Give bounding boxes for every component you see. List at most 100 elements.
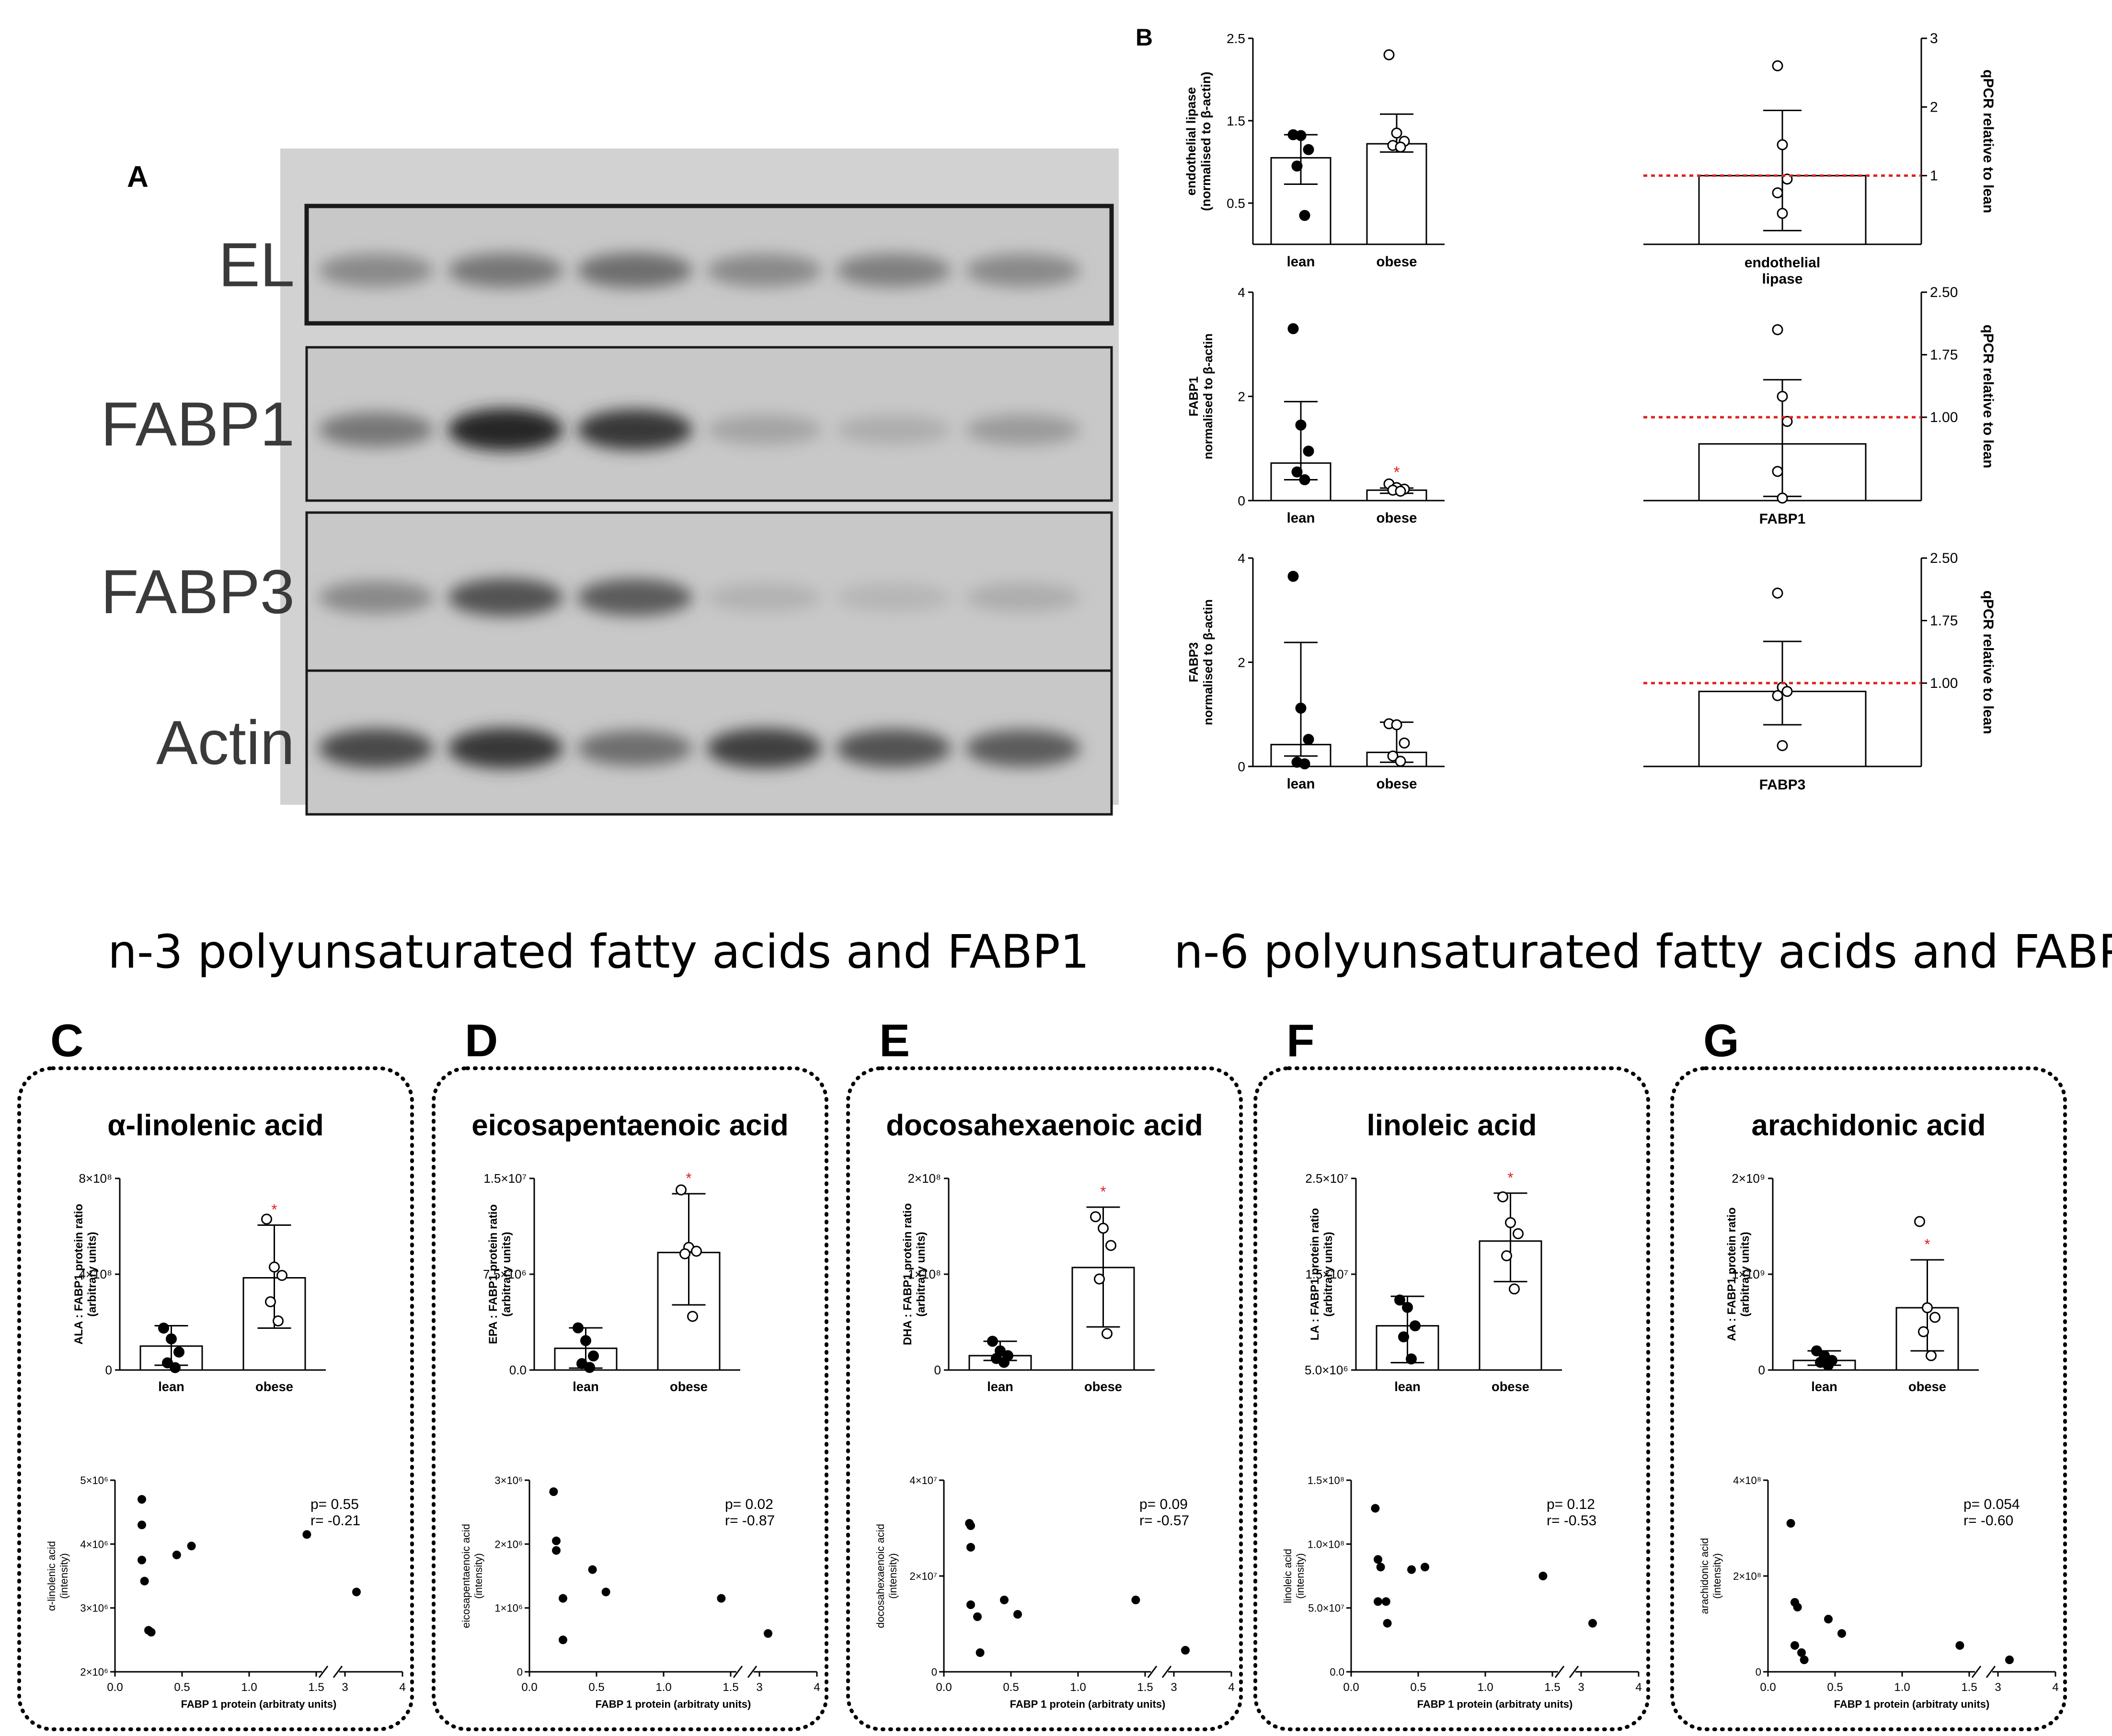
x-tick-label: 4 xyxy=(399,1681,405,1694)
data-point xyxy=(1777,492,1788,504)
x-tick-label: 0.0 xyxy=(936,1681,952,1694)
bar-chart-B5: 0 2 4 FABP3 normalised to β-actin lean obese xyxy=(1186,551,1445,792)
blot-band xyxy=(319,581,434,614)
data-point xyxy=(1291,466,1303,478)
category-label: obese xyxy=(1908,1379,1946,1394)
axis-break xyxy=(1554,1666,1565,1678)
y-tick-label: 2×10⁷ xyxy=(909,1570,937,1582)
scatter-point xyxy=(1131,1596,1140,1604)
y-axis-label: (arbitrary units) xyxy=(915,1232,928,1316)
scatter-point xyxy=(1371,1504,1380,1513)
scatter-point xyxy=(1376,1563,1385,1572)
data-point xyxy=(1295,130,1307,141)
data-point xyxy=(1772,690,1783,701)
data-point xyxy=(1926,1350,1937,1361)
data-point xyxy=(1287,571,1299,582)
x-tick-label: 0.5 xyxy=(174,1681,190,1694)
y-tick-label: 1.75 xyxy=(1930,613,1958,629)
scatter-point xyxy=(1824,1615,1833,1623)
y-tick-label: 1.5×10⁷ xyxy=(1305,1267,1348,1281)
y-axis-label: FABP1 xyxy=(1186,377,1201,417)
x-tick-label: 1.0 xyxy=(1070,1681,1086,1694)
scatter-point xyxy=(549,1487,558,1496)
data-point xyxy=(166,1333,177,1345)
scatter-point xyxy=(1837,1629,1846,1638)
scatter-point xyxy=(764,1629,772,1638)
scatter-point xyxy=(1383,1619,1392,1628)
bar-chart-B3: 0 2 4 FABP1 normalised to β-actin lean obese * xyxy=(1186,285,1445,526)
blot-band xyxy=(965,582,1080,612)
scatter-x-label: FABP 1 protein (arbitraty units) xyxy=(181,1698,337,1710)
x-tick-label: 4 xyxy=(2052,1681,2058,1694)
y-tick-label: 1.00 xyxy=(1930,675,1958,691)
y-tick-label: 0 xyxy=(517,1666,523,1678)
scatter-x-label: FABP 1 protein (arbitraty units) xyxy=(1010,1698,1166,1710)
significance-star: * xyxy=(271,1201,277,1218)
data-point xyxy=(1391,719,1402,731)
lower-panels: Cα-linolenic acid 0 4×10⁸ 8×10⁸ ALA : FABP1 … xyxy=(17,1015,2067,1731)
scatter-point xyxy=(552,1536,561,1545)
data-point xyxy=(1383,49,1395,60)
data-point xyxy=(679,1248,690,1259)
blot-row-label: FABP3 xyxy=(101,557,295,627)
data-point xyxy=(1391,127,1402,139)
scatter-point xyxy=(2005,1656,2014,1664)
y-axis-label: (arbitrary units) xyxy=(1739,1232,1752,1316)
y-tick-label: 7.5×10⁶ xyxy=(483,1267,527,1281)
y-tick-label: 2.5 xyxy=(1227,31,1245,46)
y-tick-label: 5.0×10⁷ xyxy=(1308,1602,1344,1614)
y-tick-label: 8×10⁸ xyxy=(79,1171,112,1186)
data-point xyxy=(1823,1359,1834,1371)
y-tick-label: 0.0 xyxy=(1330,1666,1344,1678)
data-point xyxy=(261,1213,272,1225)
y-tick-label: 1.5×10⁷ xyxy=(483,1171,527,1186)
stat-label: r= -0.57 xyxy=(1139,1513,1189,1529)
panel-border xyxy=(432,1066,828,1731)
scatter-point xyxy=(138,1520,146,1530)
data-point xyxy=(1303,733,1314,745)
panel-border xyxy=(846,1066,1243,1731)
scatter-point xyxy=(172,1551,181,1559)
stat-label: r= -0.53 xyxy=(1547,1513,1596,1529)
blot-row-label: EL xyxy=(218,230,295,300)
x-axis-label: FABP3 xyxy=(1759,777,1806,793)
y-tick-label: 0 xyxy=(934,1363,941,1377)
data-point xyxy=(691,1245,702,1257)
axis-break xyxy=(1971,1666,1982,1678)
data-point xyxy=(1918,1326,1929,1337)
x-tick-label: 1.0 xyxy=(655,1681,671,1694)
scatter-point xyxy=(966,1600,975,1609)
y-tick-label: 1×10⁹ xyxy=(1732,1267,1765,1281)
data-point xyxy=(584,1362,595,1373)
panel-title: eicosapentaenoic acid xyxy=(471,1109,789,1142)
significance-star: * xyxy=(686,1170,691,1187)
data-point xyxy=(1914,1216,1925,1227)
y-tick-label: 3 xyxy=(1930,31,1938,46)
data-point xyxy=(1406,1353,1417,1365)
qpcr-chart-B2: 1 2 3 qPCR relative to lean endotheliallipas… xyxy=(1643,31,1996,287)
x-tick-label: 0.5 xyxy=(1827,1681,1843,1694)
panel-a-western-blot: A EL FABP1 FABP3 Actin xyxy=(101,148,1119,816)
y-tick-label: 2×10⁹ xyxy=(1732,1171,1765,1186)
data-point xyxy=(1295,702,1307,714)
scatter-point xyxy=(147,1628,156,1637)
y-axis-label: EPA : FABP1 protein ratio xyxy=(487,1204,500,1344)
axis-break xyxy=(733,1666,743,1678)
stat-label: r= -0.60 xyxy=(1963,1513,2013,1529)
category-label: obese xyxy=(670,1379,708,1394)
data-point xyxy=(1772,324,1783,335)
y-tick-label: 2.50 xyxy=(1930,550,1958,566)
stat-label: r= -0.87 xyxy=(725,1513,775,1529)
y-tick-label: 3×10⁶ xyxy=(494,1474,523,1486)
stat-label: p= 0.02 xyxy=(725,1496,773,1512)
bar-chart-B1: 0.5 1.5 2.5 endothelial lipase (normalised t… xyxy=(1184,31,1445,270)
data-point xyxy=(273,1315,284,1326)
stat-label: p= 0.09 xyxy=(1139,1496,1188,1512)
y-tick-label: 2×10⁶ xyxy=(80,1666,108,1678)
blot-band xyxy=(577,409,692,450)
axis-break xyxy=(1986,1666,1996,1678)
y-tick-label: 4 xyxy=(1238,285,1245,300)
blot-row-label: FABP1 xyxy=(101,389,295,459)
scatter-y-label: arachidonic acid xyxy=(1699,1538,1710,1614)
y-tick-label: 0 xyxy=(1238,759,1245,774)
